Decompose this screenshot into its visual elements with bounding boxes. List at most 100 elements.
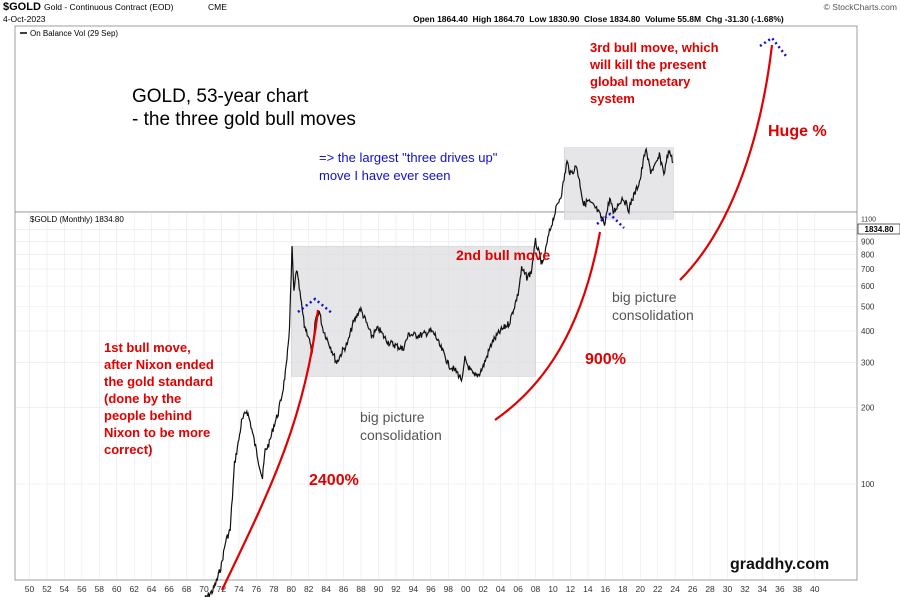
x-tick-label: 58 [95, 584, 105, 594]
three-drives-line1: => the largest "three drives up" [319, 150, 498, 165]
contract-description: Gold - Continuous Contract (EOD) [44, 2, 174, 12]
y-tick-label: 900 [861, 237, 875, 246]
x-tick-label: 00 [461, 584, 471, 594]
x-tick-label: 22 [653, 584, 663, 594]
first-bull-line: correct) [104, 442, 152, 457]
x-tick-label: 18 [618, 584, 628, 594]
x-tick-label: 04 [496, 584, 506, 594]
x-tick-label: 50 [25, 584, 35, 594]
x-tick-label: 78 [269, 584, 279, 594]
third-bull-line: 3rd bull move, which [590, 40, 719, 55]
three-drives-line2: move I have ever seen [319, 168, 451, 183]
date-label: 4-Oct-2023 [3, 14, 46, 24]
x-tick-label: 10 [548, 584, 558, 594]
x-tick-label: 28 [705, 584, 715, 594]
x-tick-label: 14 [583, 584, 593, 594]
x-tick-label: 76 [252, 584, 262, 594]
chart-title-line2: - the three gold bull moves [132, 109, 356, 130]
first-bull-line: (done by the [104, 391, 181, 406]
consolidation1-line: consolidation [360, 427, 442, 443]
first-bull-percent: 2400% [309, 472, 359, 489]
second-bull-arc [494, 231, 602, 421]
x-tick-label: 82 [304, 584, 314, 594]
obv-legend: On Balance Vol (29 Sep) [30, 29, 118, 38]
y-tick-label: 300 [861, 359, 875, 368]
price-series-line [204, 147, 674, 597]
x-tick-label: 90 [374, 584, 384, 594]
copyright-label: © StockCharts.com [824, 2, 897, 12]
x-tick-label: 68 [182, 584, 192, 594]
x-axis-ticks: 50 52 54 56 58 60 62 64 66 68 70 72 74 76 78 80 82 84 86 88… [25, 584, 820, 594]
y-tick-label: 700 [861, 265, 875, 274]
x-tick-label: 34 [758, 584, 768, 594]
x-tick-label: 36 [775, 584, 785, 594]
x-tick-label: 96 [426, 584, 436, 594]
x-tick-label: 80 [287, 584, 297, 594]
x-tick-label: 70 [199, 584, 209, 594]
consolidation2-line: big picture [612, 289, 677, 305]
first-top-dots [297, 297, 334, 315]
consolidation-box [291, 246, 536, 377]
second-bull-percent: 900% [585, 351, 626, 368]
x-tick-label: 02 [478, 584, 488, 594]
x-tick-label: 08 [531, 584, 541, 594]
consolidation-boxes [291, 147, 674, 377]
consolidation2-line: consolidation [612, 307, 694, 323]
third-bull-line: global monetary [590, 74, 691, 89]
third-bull-note: 3rd bull move, which will kill the prese… [589, 40, 719, 106]
x-tick-label: 62 [129, 584, 139, 594]
first-bull-line: Nixon to be more [104, 425, 210, 440]
x-tick-label: 20 [636, 584, 646, 594]
first-bull-line: the gold standard [104, 374, 213, 389]
x-tick-label: 54 [60, 584, 70, 594]
first-bull-line: people behind [104, 408, 192, 423]
ohlc-readout: Open 1864.40 High 1864.70 Low 1830.90 Cl… [413, 14, 784, 24]
first-bull-note: 1st bull move, after Nixon ended the gol… [104, 340, 214, 457]
x-tick-label: 52 [42, 584, 52, 594]
y-tick-label: 400 [861, 327, 875, 336]
x-tick-label: 26 [688, 584, 698, 594]
x-tick-label: 84 [321, 584, 331, 594]
third-bull-arc [679, 44, 774, 281]
y-tick-label: 1100 [861, 217, 876, 224]
x-tick-label: 66 [164, 584, 174, 594]
third-bull-line: will kill the present [589, 57, 707, 72]
y-tick-label: 600 [861, 282, 875, 291]
last-price-tag [857, 223, 900, 235]
x-tick-label: 12 [566, 584, 576, 594]
third-bull-percent: Huge % [768, 123, 827, 140]
x-tick-label: 30 [723, 584, 733, 594]
obv-panel [14, 25, 858, 213]
x-tick-label: 94 [409, 584, 419, 594]
consolidation1-line: big picture [360, 409, 425, 425]
exchange-label: CME [208, 2, 227, 12]
y-tick-label: 200 [861, 403, 875, 412]
x-tick-label: 92 [391, 584, 401, 594]
last-price-value: 1834.80 [865, 225, 894, 234]
first-bull-line: after Nixon ended [104, 357, 214, 372]
y-tick-label: 100 [861, 480, 875, 489]
y-tick-label: 800 [861, 250, 875, 259]
x-tick-label: 98 [444, 584, 454, 594]
consolidation-box [564, 147, 674, 220]
y-axis-ticks: 10020030040050060070080090010001100 [861, 217, 879, 489]
chart-title-line1: GOLD, 53-year chart [132, 86, 309, 107]
x-tick-label: 38 [793, 584, 803, 594]
second-top-dots [596, 212, 625, 229]
x-tick-label: 60 [112, 584, 122, 594]
y-tick-label: 500 [861, 302, 875, 311]
third-bull-line: system [590, 91, 635, 106]
x-tick-label: 56 [77, 584, 87, 594]
price-legend: $GOLD (Monthly) 1834.80 [30, 215, 124, 224]
x-tick-label: 40 [810, 584, 820, 594]
x-tick-label: 06 [513, 584, 523, 594]
x-tick-label: 32 [740, 584, 750, 594]
x-tick-label: 74 [234, 584, 244, 594]
first-bull-line: 1st bull move, [104, 340, 191, 355]
x-tick-label: 86 [339, 584, 349, 594]
second-bull-label: 2nd bull move [456, 247, 550, 263]
x-tick-label: 88 [356, 584, 366, 594]
symbol-label: $GOLD [3, 1, 41, 13]
watermark: graddhy.com [730, 556, 829, 573]
